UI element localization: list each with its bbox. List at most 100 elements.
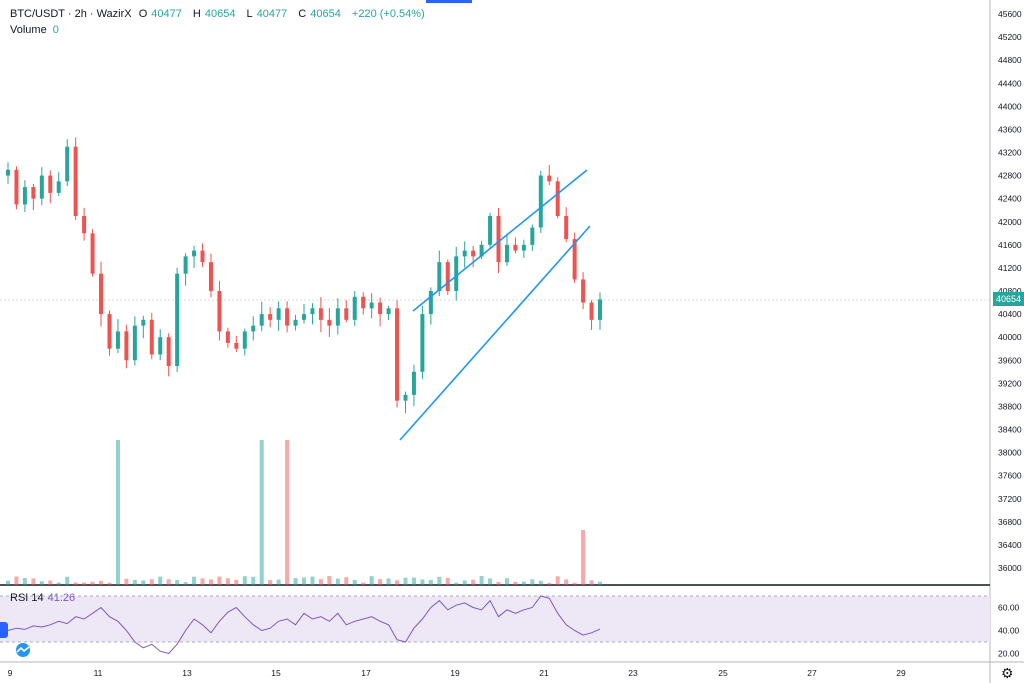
volume-bar (386, 578, 391, 585)
x-tick-label: 17 (361, 668, 371, 678)
volume-bar (22, 577, 27, 585)
high-value: 40654 (204, 8, 236, 20)
volume-bar (310, 576, 315, 585)
volume-bar (420, 579, 425, 585)
candle-body (471, 250, 476, 257)
x-tick-label: 19 (450, 668, 460, 678)
open-label: O (138, 8, 148, 20)
volume-bar (73, 582, 78, 585)
volume-bar (175, 580, 180, 585)
volume-bar (82, 582, 87, 585)
volume-bar (208, 579, 213, 585)
candle-body (445, 262, 450, 291)
volume-bar (445, 577, 450, 585)
rising-wedge-upper (412, 169, 588, 312)
low-label: L (246, 8, 253, 20)
tradingview-logo-icon[interactable] (13, 643, 33, 657)
y-tick-label: 41600 (998, 240, 1022, 250)
close-value: 40654 (310, 8, 341, 20)
x-tick-label: 9 (8, 668, 13, 678)
candle-body (302, 314, 306, 320)
volume-bar (124, 578, 129, 585)
volume-bar (115, 440, 120, 585)
candle-body (242, 331, 247, 349)
low-value: 40477 (256, 8, 288, 20)
candle-body (268, 314, 273, 320)
volume-bar (488, 578, 493, 585)
volume-bar (589, 580, 594, 585)
y-tick-label: 44800 (998, 55, 1022, 65)
candle-body (192, 250, 197, 257)
y-tick-label: 38400 (998, 425, 1022, 435)
gear-icon[interactable]: ⚙ (1001, 665, 1014, 681)
candle-body (48, 175, 53, 193)
volume-bar (598, 581, 602, 585)
volume-bar (268, 580, 273, 585)
volume-bar (428, 579, 433, 585)
volume-bar (149, 579, 154, 585)
volume-bar (251, 576, 256, 585)
candle-body (225, 331, 230, 343)
x-tick-label: 13 (182, 668, 192, 678)
candle-body (251, 325, 256, 332)
y-tick-label: 45600 (998, 9, 1022, 19)
x-tick-label: 23 (628, 668, 638, 678)
volume-bar (395, 580, 400, 585)
candle-body (149, 319, 154, 355)
volume-bar (555, 576, 560, 585)
y-tick-label: 39200 (998, 378, 1022, 388)
y-tick-label: 42800 (998, 171, 1022, 181)
candle-body (335, 308, 340, 326)
side-panel-toggle[interactable] (0, 622, 8, 638)
candle-body (462, 250, 467, 257)
volume-bar (39, 581, 44, 585)
candle-body (217, 291, 222, 332)
rsi-band (0, 596, 990, 642)
candle-body (598, 299, 602, 320)
y-tick-label: 36000 (998, 563, 1022, 573)
candle-body (200, 250, 205, 263)
volume-bar (242, 576, 247, 585)
volume-bar (335, 578, 340, 585)
candle-body (124, 331, 129, 361)
rsi-tick-label: 20.00 (998, 649, 1020, 659)
rsi-label: RSI 14 (10, 592, 44, 604)
candle-body (158, 337, 163, 355)
candle-body (175, 273, 180, 367)
candle-body (276, 308, 281, 320)
volume-bar (479, 576, 484, 585)
y-tick-label: 40400 (998, 309, 1022, 319)
candle-body (65, 146, 70, 182)
candle-body (564, 215, 569, 240)
candle-body (56, 181, 61, 193)
change-value: +220 (+0.54%) (351, 8, 425, 20)
y-tick-label: 38000 (998, 448, 1022, 458)
volume-bar (217, 576, 222, 585)
symbol-title[interactable]: BTC/USDT · 2h · WazirX (10, 8, 132, 20)
x-tick-label: 15 (271, 668, 281, 678)
candle-body (310, 308, 315, 315)
y-tick-label: 40000 (998, 332, 1022, 342)
rsi-tick-label: 60.00 (998, 603, 1020, 613)
volume-bar (56, 582, 61, 585)
volume-bar (141, 580, 146, 585)
candle-body (344, 308, 349, 320)
volume-bar (547, 582, 552, 585)
volume-bar (454, 582, 459, 585)
volume-bar (107, 582, 112, 585)
volume-bar (200, 578, 205, 585)
volume-bar (361, 582, 366, 585)
open-value: 40477 (151, 8, 182, 20)
volume-value: 0 (52, 24, 59, 36)
trend-lines (399, 169, 591, 441)
rsi-line (7, 595, 601, 655)
candle-body (14, 169, 19, 205)
volume-bar (411, 577, 416, 585)
volume-bar (65, 576, 70, 585)
candle-body (428, 291, 433, 315)
candle-body (22, 187, 27, 205)
rsi-pane: 60.00 40.00 20.00 (0, 595, 1020, 659)
y-tick-label: 42000 (998, 217, 1022, 227)
volume-bar (538, 580, 543, 585)
